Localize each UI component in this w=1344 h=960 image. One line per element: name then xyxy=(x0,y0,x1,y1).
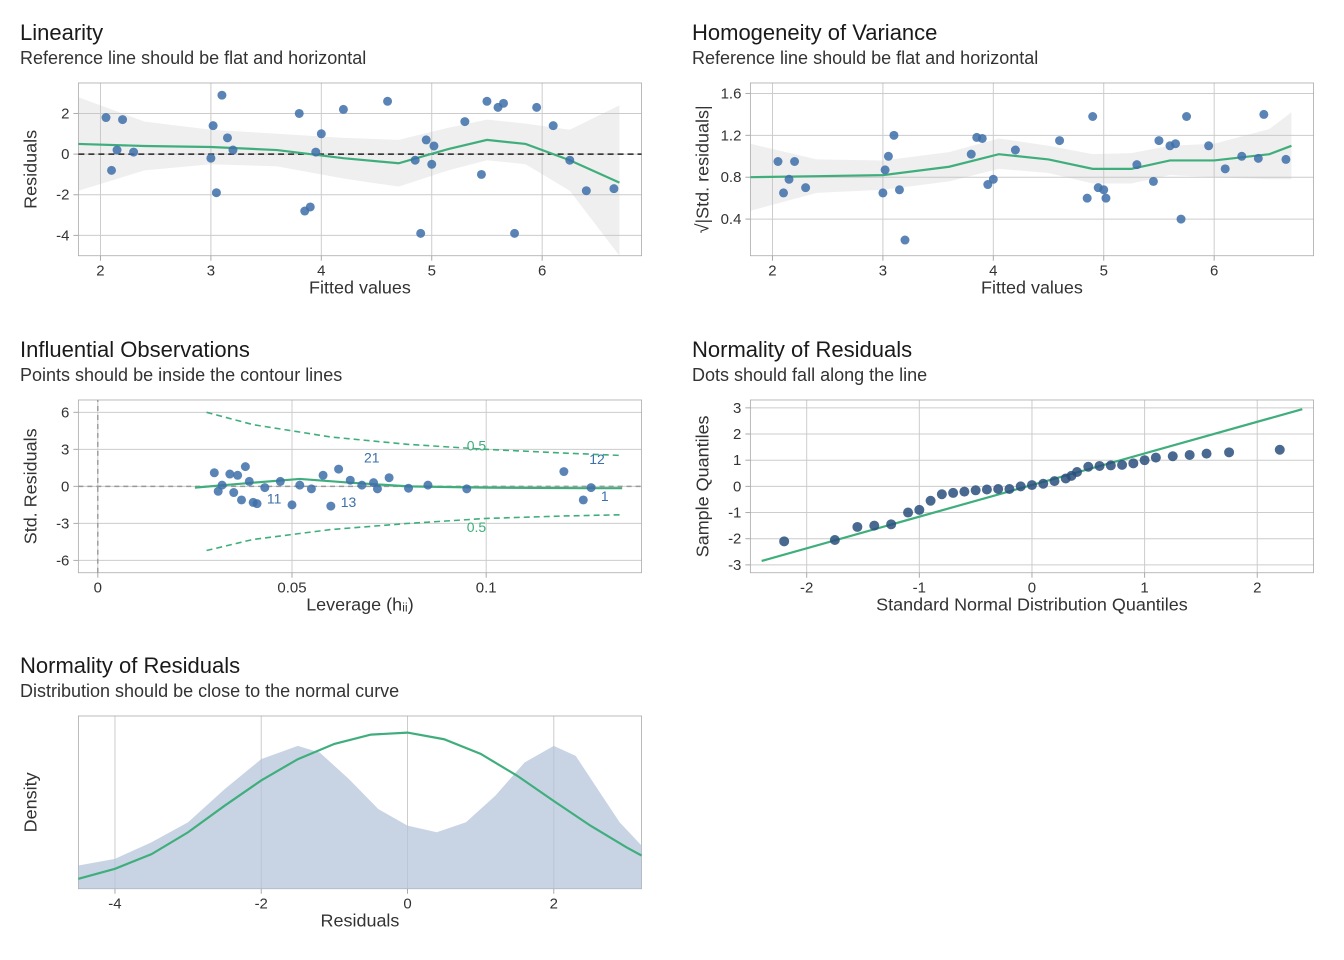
svg-text:3: 3 xyxy=(733,399,741,416)
svg-text:3: 3 xyxy=(879,263,887,280)
svg-text:13: 13 xyxy=(341,494,357,510)
svg-text:-1: -1 xyxy=(728,504,741,521)
svg-text:-4: -4 xyxy=(108,896,121,913)
svg-text:1.2: 1.2 xyxy=(721,127,742,144)
svg-text:0: 0 xyxy=(61,478,69,495)
svg-text:Leverage (hᵢᵢ): Leverage (hᵢᵢ) xyxy=(306,594,414,614)
svg-text:5: 5 xyxy=(1100,263,1108,280)
subtitle-homogeneity: Reference line should be flat and horizo… xyxy=(692,48,1324,69)
svg-text:2: 2 xyxy=(768,263,776,280)
svg-text:0: 0 xyxy=(94,579,102,596)
svg-text:0.1: 0.1 xyxy=(476,579,497,596)
svg-text:1: 1 xyxy=(733,452,741,469)
title-qq: Normality of Residuals xyxy=(692,337,1324,363)
panel-linearity: Linearity Reference line should be flat … xyxy=(20,20,652,307)
title-influential: Influential Observations xyxy=(20,337,652,363)
svg-text:0.5: 0.5 xyxy=(467,437,487,453)
svg-text:0.5: 0.5 xyxy=(467,519,487,535)
svg-text:-2: -2 xyxy=(800,579,813,596)
svg-text:6: 6 xyxy=(1210,263,1218,280)
panel-homogeneity: Homogeneity of Variance Reference line s… xyxy=(692,20,1324,307)
svg-text:21: 21 xyxy=(364,449,380,465)
svg-text:-3: -3 xyxy=(56,515,69,532)
subtitle-qq: Dots should fall along the line xyxy=(692,365,1324,386)
svg-text:-2: -2 xyxy=(56,187,69,204)
svg-text:Residuals: Residuals xyxy=(321,911,400,931)
svg-text:-2: -2 xyxy=(728,530,741,547)
panel-influential: Influential Observations Points should b… xyxy=(20,337,652,624)
svg-text:Standard Normal Distribution Q: Standard Normal Distribution Quantiles xyxy=(876,594,1188,614)
title-linearity: Linearity xyxy=(20,20,652,46)
plot-density: -4 -2 0 2 Residuals Density xyxy=(20,710,652,937)
svg-text:Sample Quantiles: Sample Quantiles xyxy=(692,415,712,557)
svg-text:2: 2 xyxy=(550,896,558,913)
svg-text:-2: -2 xyxy=(255,896,268,913)
svg-text:0.4: 0.4 xyxy=(721,211,742,228)
panel-qq: Normality of Residuals Dots should fall … xyxy=(692,337,1324,624)
svg-text:5: 5 xyxy=(428,263,436,280)
svg-text:Fitted values: Fitted values xyxy=(981,278,1083,298)
plot-influential: 0 0.05 0.1 -6 -3 0 3 6 Leverage (hᵢᵢ) Std. Residu… xyxy=(20,394,652,621)
svg-text:2: 2 xyxy=(1253,579,1261,596)
svg-text:Density: Density xyxy=(20,773,40,833)
subtitle-linearity: Reference line should be flat and horizo… xyxy=(20,48,652,69)
panel-density: Normality of Residuals Distribution shou… xyxy=(20,653,652,940)
subtitle-density: Distribution should be close to the norm… xyxy=(20,681,652,702)
svg-text:0: 0 xyxy=(733,478,741,495)
svg-text:0.05: 0.05 xyxy=(277,579,306,596)
svg-text:Std. Residuals: Std. Residuals xyxy=(20,428,40,544)
svg-text:12: 12 xyxy=(589,451,605,467)
plot-homogeneity: 234560.40.81.21.6Fitted values√|Std. res… xyxy=(692,77,1324,304)
svg-text:3: 3 xyxy=(207,263,215,280)
svg-text:2: 2 xyxy=(96,263,104,280)
svg-text:-6: -6 xyxy=(56,552,69,569)
svg-text:3: 3 xyxy=(61,441,69,458)
svg-text:6: 6 xyxy=(538,263,546,280)
svg-text:11: 11 xyxy=(267,490,282,506)
svg-text:-4: -4 xyxy=(56,227,69,244)
svg-text:6: 6 xyxy=(61,404,69,421)
svg-text:0.8: 0.8 xyxy=(721,169,742,186)
svg-text:0: 0 xyxy=(61,146,69,163)
svg-text:2: 2 xyxy=(61,105,69,122)
svg-text:2: 2 xyxy=(733,426,741,443)
subtitle-influential: Points should be inside the contour line… xyxy=(20,365,652,386)
svg-text:Fitted values: Fitted values xyxy=(309,278,411,298)
title-homogeneity: Homogeneity of Variance xyxy=(692,20,1324,46)
title-density: Normality of Residuals xyxy=(20,653,652,679)
plot-qq: -2-1012-3-2-10123Standard Normal Distrib… xyxy=(692,394,1324,621)
svg-text:√|Std. residuals|: √|Std. residuals| xyxy=(692,105,712,233)
svg-text:Residuals: Residuals xyxy=(20,130,40,209)
plot-linearity: 23456-4-202Fitted valuesResiduals xyxy=(20,77,652,304)
svg-text:1: 1 xyxy=(601,488,609,504)
svg-text:1.6: 1.6 xyxy=(721,85,742,102)
svg-text:0: 0 xyxy=(403,896,411,913)
svg-text:-3: -3 xyxy=(728,557,741,574)
